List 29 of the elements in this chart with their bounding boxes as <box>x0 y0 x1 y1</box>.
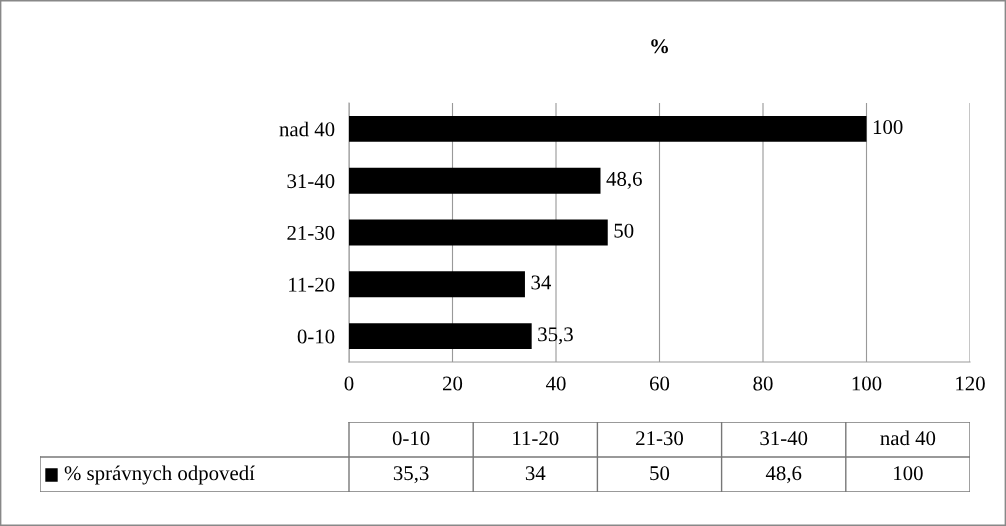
text: 48,6 <box>765 466 802 484</box>
category-label: nad 40 <box>880 430 936 446</box>
y-tick-label: 31-40 <box>287 174 335 189</box>
x-tick-label: 20 <box>443 376 463 391</box>
text: 100 <box>894 466 923 481</box>
category-label: 31-40 <box>760 431 808 446</box>
y-tick-label: nad 40 <box>279 121 335 137</box>
data-label: 34 <box>531 275 552 290</box>
x-tick-label: 40 <box>545 376 566 391</box>
y-tick-label: 0-10 <box>297 329 335 344</box>
text: 50 <box>650 466 670 481</box>
x-tick-label: 120 <box>956 376 985 391</box>
category-label: 11-20 <box>513 431 559 446</box>
data-label: 50 <box>614 223 634 238</box>
category-label: 21-30 <box>636 431 684 446</box>
text: 35,3 <box>393 466 429 484</box>
data-label: 100 <box>873 120 903 135</box>
y-tick-label: 21-30 <box>287 225 335 240</box>
data-label: 35,3 <box>538 327 573 345</box>
data-label: 48,6 <box>606 171 642 189</box>
x-tick-label: 60 <box>649 376 670 391</box>
category-label: 0-10 <box>392 431 430 446</box>
x-tick-label: 100 <box>852 376 882 391</box>
x-tick-label: 80 <box>753 376 773 391</box>
x-tick-label: 0 <box>344 376 354 391</box>
legend-label: % správnych odpovedí <box>64 465 255 485</box>
text: 34 <box>525 466 546 481</box>
chart-title: % <box>651 39 668 54</box>
y-tick-label: 11-20 <box>289 277 335 292</box>
